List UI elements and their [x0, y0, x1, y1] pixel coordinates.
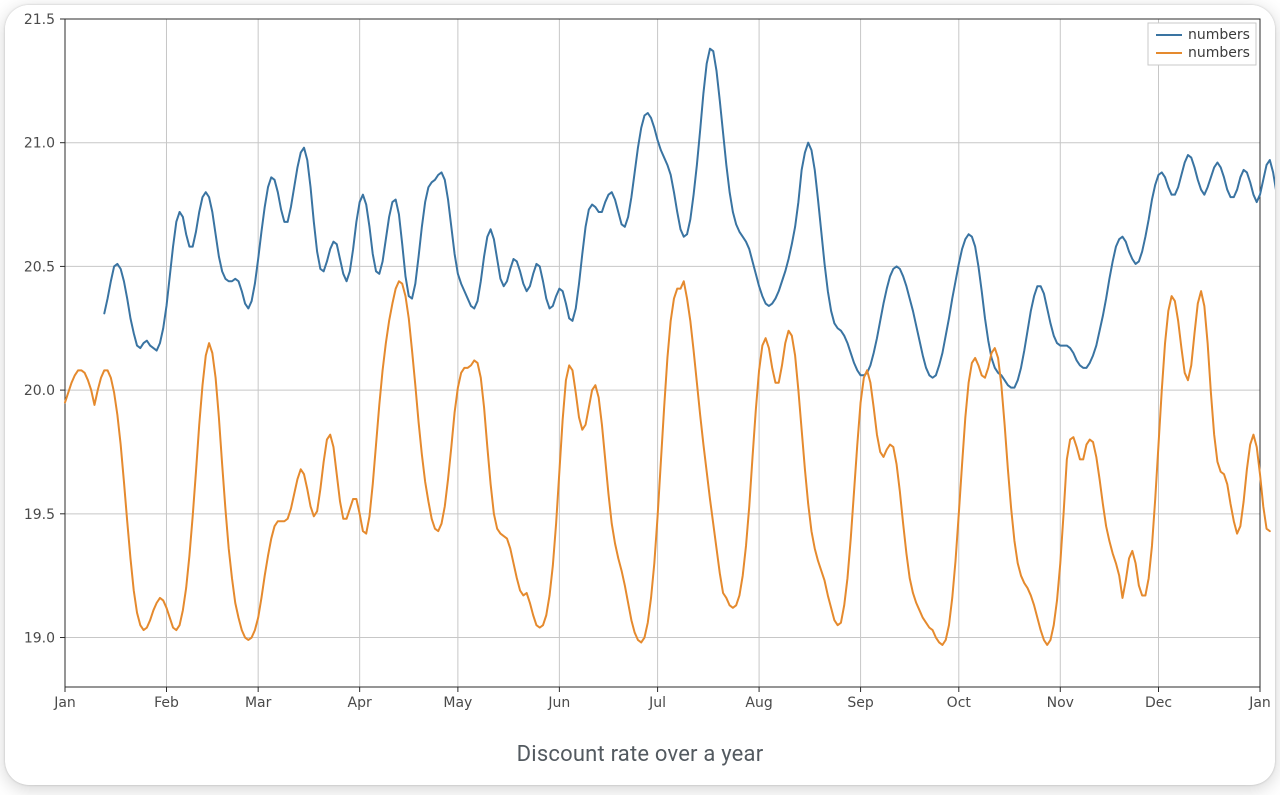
plot-area: Jan Feb Mar Apr May Jun Jul Aug Sep Oct Nov Dec Jan 1…	[5, 5, 1275, 725]
svg-text:19.5: 19.5	[24, 507, 55, 523]
svg-text:Nov: Nov	[1047, 695, 1074, 711]
svg-text:May: May	[443, 695, 472, 711]
svg-text:19.0: 19.0	[24, 631, 55, 647]
svg-text:numbers: numbers	[1188, 45, 1250, 61]
svg-text:Mar: Mar	[245, 695, 272, 711]
svg-text:Jun: Jun	[547, 695, 570, 711]
chart-caption: Discount rate over a year	[5, 742, 1275, 767]
svg-text:20.5: 20.5	[24, 259, 55, 275]
svg-text:21.5: 21.5	[24, 12, 55, 28]
svg-text:numbers: numbers	[1188, 27, 1250, 43]
svg-text:21.0: 21.0	[24, 136, 55, 152]
svg-text:Feb: Feb	[154, 695, 179, 711]
svg-text:Dec: Dec	[1145, 695, 1172, 711]
line-chart: Jan Feb Mar Apr May Jun Jul Aug Sep Oct Nov Dec Jan 1…	[5, 5, 1275, 725]
svg-text:Apr: Apr	[348, 695, 372, 711]
svg-text:Jul: Jul	[648, 695, 666, 711]
svg-text:Oct: Oct	[947, 695, 972, 711]
svg-text:Jan: Jan	[1248, 695, 1271, 711]
svg-text:Sep: Sep	[847, 695, 874, 711]
svg-text:Jan: Jan	[53, 695, 76, 711]
svg-text:20.0: 20.0	[24, 383, 55, 399]
svg-text:Aug: Aug	[745, 695, 772, 711]
chart-card: Jan Feb Mar Apr May Jun Jul Aug Sep Oct Nov Dec Jan 1…	[5, 5, 1275, 785]
